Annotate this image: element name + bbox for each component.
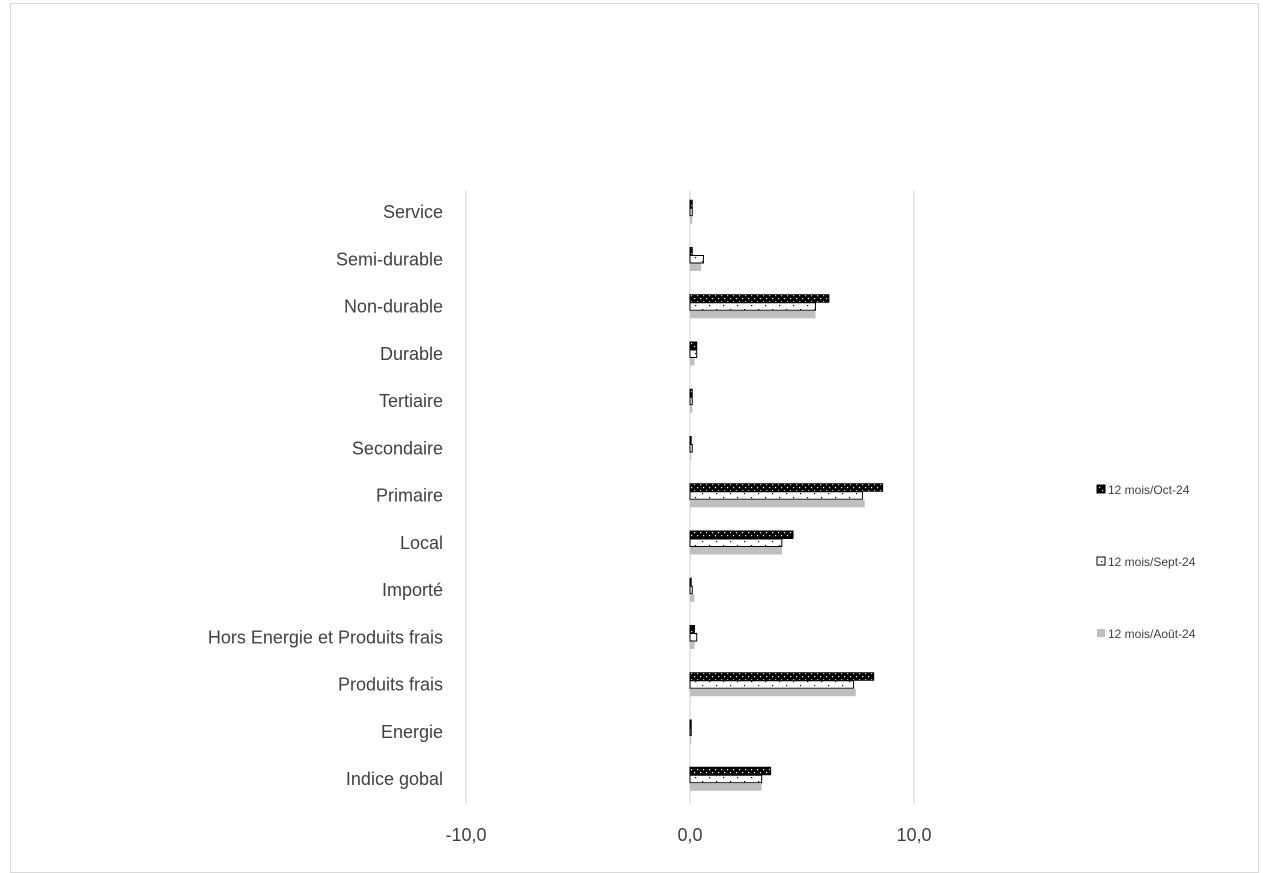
bar-8-series-2: [690, 594, 695, 602]
category-label-9: Hors Energie et Produits frais: [208, 627, 443, 647]
legend-swatch-0: [1096, 484, 1106, 494]
bar-0-series-2: [690, 216, 693, 224]
bar-1-series-1: [689, 255, 704, 264]
bar-10-series-2: [690, 688, 856, 697]
legend-swatch-2: [1097, 629, 1105, 637]
chart-frame: [10, 3, 1259, 873]
legend-swatch-1: [1096, 556, 1106, 566]
legend-label-1: 12 mois/Sept-24: [1108, 555, 1196, 569]
bar-5-series-0: [689, 436, 692, 445]
category-label-0: Service: [383, 202, 443, 222]
category-label-8: Importé: [382, 580, 443, 600]
bar-1-series-0: [689, 247, 693, 256]
bar-4-series-0: [689, 388, 693, 398]
bar-2-series-1: [689, 302, 816, 311]
category-label-6: Primaire: [376, 486, 443, 506]
bar-5-series-2: [690, 452, 692, 460]
category-label-12: Indice gobal: [346, 769, 443, 789]
category-label-11: Energie: [381, 722, 443, 742]
category-label-5: Secondaire: [352, 438, 443, 458]
category-label-2: Non-durable: [344, 297, 443, 317]
legend-label-2: 12 mois/Août-24: [1108, 627, 1196, 641]
category-labels: Service Semi-durable Non-durable Durable Ter…: [208, 202, 443, 789]
bar-4-series-2: [690, 405, 693, 413]
bar-12-series-0: [689, 766, 772, 776]
bar-9-series-0: [689, 625, 695, 634]
bar-10-series-0: [689, 672, 875, 681]
bars: [689, 199, 884, 791]
bar-12-series-2: [690, 783, 762, 791]
bar-4-series-1: [689, 396, 693, 406]
bar-3-series-1: [689, 349, 698, 358]
category-label-7: Local: [400, 533, 443, 553]
bar-8-series-0: [689, 577, 692, 587]
bar-2-series-2: [690, 310, 816, 319]
bar-1-series-2: [690, 263, 702, 271]
bar-11-series-2: [690, 736, 692, 744]
legend: 12 mois/Oct-24 12 mois/Sept-24 12 mois/Aoû…: [1096, 483, 1196, 641]
bar-6-series-2: [690, 499, 865, 508]
bar-6-series-1: [689, 491, 863, 500]
category-label-3: Durable: [380, 344, 443, 364]
category-label-1: Semi-durable: [336, 249, 443, 269]
bar-12-series-1: [689, 774, 763, 784]
bar-8-series-1: [689, 585, 693, 595]
tick-labels: -10,0 0,0 10,0: [445, 825, 931, 845]
bar-2-series-0: [689, 294, 830, 303]
bar-0-series-1: [689, 207, 693, 217]
bar-7-series-2: [690, 547, 782, 555]
legend-label-0: 12 mois/Oct-24: [1108, 483, 1190, 497]
bar-7-series-0: [689, 530, 794, 539]
bar-5-series-1: [689, 444, 693, 453]
bar-11-series-1: [689, 727, 692, 736]
category-label-10: Produits frais: [338, 675, 443, 695]
x-tick-label-2: 10,0: [896, 825, 931, 845]
bar-11-series-0: [689, 719, 692, 728]
bar-7-series-1: [689, 538, 783, 547]
bar-0-series-0: [689, 199, 693, 209]
bar-10-series-1: [689, 680, 855, 689]
bar-6-series-0: [689, 483, 884, 492]
x-tick-label-0: -10,0: [445, 825, 486, 845]
category-label-4: Tertiaire: [379, 391, 443, 411]
x-tick-label-1: 0,0: [677, 825, 702, 845]
bar-9-series-2: [690, 641, 695, 649]
bar-3-series-0: [689, 341, 698, 350]
bar-3-series-2: [690, 358, 695, 366]
bar-9-series-1: [689, 633, 698, 642]
